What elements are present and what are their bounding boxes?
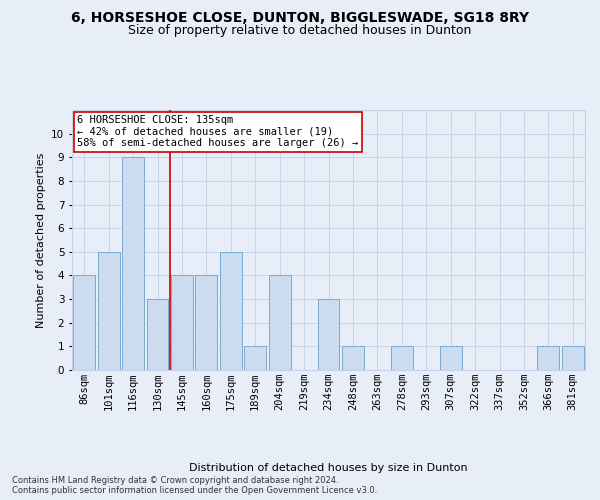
Bar <box>391 346 413 370</box>
X-axis label: Distribution of detached houses by size in Dunton: Distribution of detached houses by size … <box>189 463 468 473</box>
Text: 6 HORSESHOE CLOSE: 135sqm
← 42% of detached houses are smaller (19)
58% of semi-: 6 HORSESHOE CLOSE: 135sqm ← 42% of detac… <box>77 115 358 148</box>
Bar <box>220 252 242 370</box>
Bar <box>440 346 461 370</box>
Bar <box>244 346 266 370</box>
Bar <box>562 346 584 370</box>
Bar <box>171 276 193 370</box>
Text: 6, HORSESHOE CLOSE, DUNTON, BIGGLESWADE, SG18 8RY: 6, HORSESHOE CLOSE, DUNTON, BIGGLESWADE,… <box>71 11 529 25</box>
Text: Contains HM Land Registry data © Crown copyright and database right 2024.
Contai: Contains HM Land Registry data © Crown c… <box>12 476 377 495</box>
Bar <box>269 276 290 370</box>
Bar <box>196 276 217 370</box>
Bar <box>342 346 364 370</box>
Text: Size of property relative to detached houses in Dunton: Size of property relative to detached ho… <box>128 24 472 37</box>
Bar <box>317 299 340 370</box>
Bar <box>98 252 119 370</box>
Bar <box>146 299 169 370</box>
Y-axis label: Number of detached properties: Number of detached properties <box>35 152 46 328</box>
Bar <box>73 276 95 370</box>
Bar <box>538 346 559 370</box>
Bar <box>122 158 144 370</box>
